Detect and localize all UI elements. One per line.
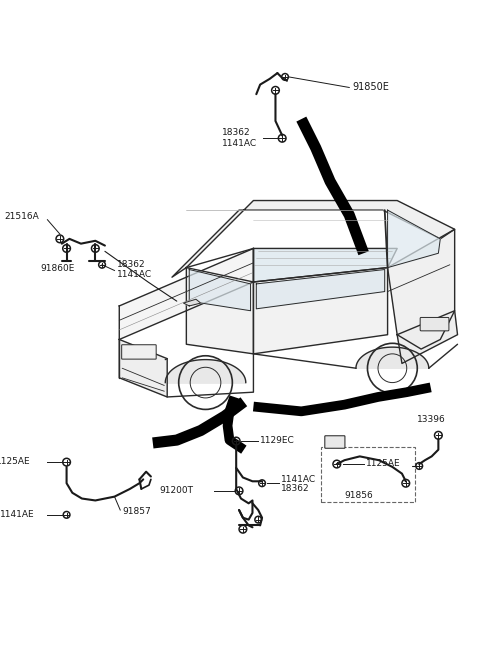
Polygon shape [186,268,253,354]
FancyBboxPatch shape [420,318,449,331]
Text: 1141AC: 1141AC [281,475,316,484]
Polygon shape [387,229,455,349]
Polygon shape [120,248,253,339]
Polygon shape [165,360,246,383]
Text: 91856: 91856 [345,491,373,500]
Polygon shape [356,347,429,368]
Text: 18362: 18362 [118,260,146,269]
Polygon shape [387,210,440,268]
Text: 21516A: 21516A [4,212,39,221]
Polygon shape [120,339,167,397]
Text: 18362: 18362 [222,128,251,137]
Polygon shape [172,200,455,277]
Polygon shape [397,310,457,364]
Text: 1129EC: 1129EC [260,436,295,445]
Text: 91200T: 91200T [159,487,193,495]
Text: 1141AC: 1141AC [118,270,153,279]
Text: 91850E: 91850E [352,83,389,92]
FancyBboxPatch shape [325,436,345,448]
Text: 13396: 13396 [417,415,446,424]
Polygon shape [253,248,397,282]
FancyBboxPatch shape [121,345,156,359]
Text: 91857: 91857 [122,508,151,516]
Polygon shape [183,299,201,306]
Text: 18362: 18362 [281,485,310,493]
Text: 91860E: 91860E [41,264,75,273]
FancyBboxPatch shape [322,447,415,502]
Text: 1141AC: 1141AC [222,139,257,147]
Text: 1125AE: 1125AE [366,458,400,468]
Polygon shape [189,269,251,310]
Polygon shape [253,268,387,354]
Polygon shape [256,269,384,309]
Text: 1141AE: 1141AE [0,510,34,519]
Text: 1125AE: 1125AE [0,457,30,466]
